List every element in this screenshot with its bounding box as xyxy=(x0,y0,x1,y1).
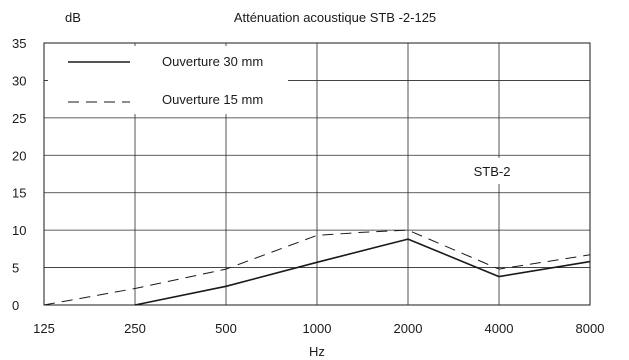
series-line-ouverture-15mm xyxy=(43,229,591,306)
x-axis-label: Hz xyxy=(309,344,325,359)
y-tick-label: 35 xyxy=(12,36,26,51)
legend-label-ouverture-30mm: Ouverture 30 mm xyxy=(162,54,263,69)
series-line-ouverture-30mm xyxy=(134,238,591,306)
data-series xyxy=(43,229,591,306)
legend-box xyxy=(48,46,288,114)
x-tick-label: 500 xyxy=(215,321,237,336)
y-tick-labels: 0 5 10 15 20 25 30 35 xyxy=(12,36,26,313)
y-tick-label: 0 xyxy=(12,298,19,313)
x-tick-label: 4000 xyxy=(485,321,514,336)
legend-label-ouverture-15mm: Ouverture 15 mm xyxy=(162,92,263,107)
y-axis-label: dB xyxy=(65,10,81,25)
x-tick-label: 250 xyxy=(124,321,146,336)
chart-title: Atténuation acoustique STB -2-125 xyxy=(234,10,436,25)
y-tick-label: 10 xyxy=(12,223,26,238)
annotation-box xyxy=(462,158,522,184)
annotation-stb-2: STB-2 xyxy=(474,164,511,179)
x-tick-label: 8000 xyxy=(576,321,605,336)
legend: Ouverture 30 mm Ouverture 15 mm xyxy=(48,46,288,114)
y-tick-label: 15 xyxy=(12,186,26,201)
y-tick-label: 25 xyxy=(12,111,26,126)
x-tick-label: 1000 xyxy=(303,321,332,336)
x-tick-labels: 125 250 500 1000 2000 4000 8000 xyxy=(33,321,604,336)
y-tick-label: 5 xyxy=(12,261,19,276)
x-tick-label: 125 xyxy=(33,321,55,336)
y-tick-label: 20 xyxy=(12,148,26,163)
y-tick-label: 30 xyxy=(12,73,26,88)
plot-frame xyxy=(43,42,591,306)
x-tick-label: 2000 xyxy=(394,321,423,336)
